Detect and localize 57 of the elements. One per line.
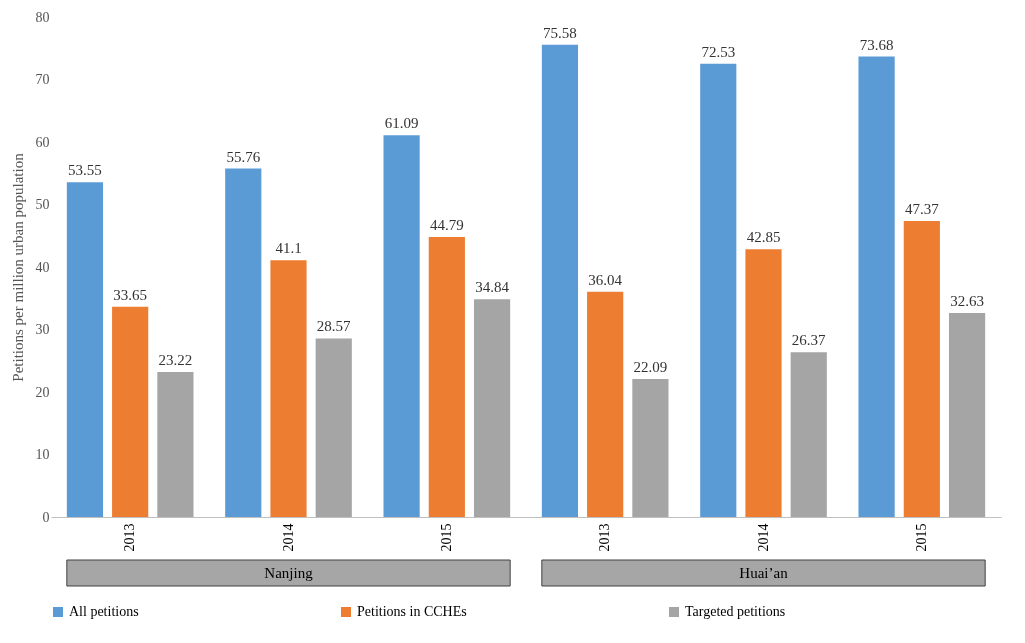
legend-label: Petitions in CCHEs xyxy=(357,604,467,619)
x-tick-label: 2013 xyxy=(122,523,138,552)
y-tick-label: 40 xyxy=(35,259,50,275)
data-label: 33.65 xyxy=(113,286,148,303)
bar xyxy=(383,135,420,517)
bar xyxy=(903,220,940,517)
data-label: 44.79 xyxy=(429,217,464,234)
x-tick-label: 2015 xyxy=(438,523,454,552)
x-tick-label: 2013 xyxy=(597,523,613,552)
legend-label: Targeted petitions xyxy=(685,604,786,619)
x-tick-label: 2014 xyxy=(755,523,771,552)
bar xyxy=(428,237,465,517)
bar xyxy=(473,299,511,517)
y-tick-label: 10 xyxy=(35,447,50,462)
y-tick-label: 30 xyxy=(35,322,50,337)
bar xyxy=(270,260,307,517)
bar xyxy=(315,338,352,517)
data-label: 34.84 xyxy=(475,279,510,296)
bar xyxy=(157,371,194,517)
data-label: 53.55 xyxy=(68,162,102,179)
data-label: 61.09 xyxy=(384,115,419,132)
bar xyxy=(632,378,669,517)
bar xyxy=(112,306,149,517)
y-axis-title: Petitions per million urban population xyxy=(9,152,26,382)
bar xyxy=(858,56,895,517)
data-label: 23.22 xyxy=(158,351,193,368)
y-tick-label: 20 xyxy=(35,384,50,400)
data-label: 47.37 xyxy=(904,200,940,217)
data-label: 42.85 xyxy=(746,229,781,246)
y-tick-label: 50 xyxy=(35,197,50,212)
data-label: 73.68 xyxy=(859,36,894,53)
data-label: 41.1 xyxy=(275,240,302,257)
x-tick-label: 2014 xyxy=(280,523,296,552)
data-label: 32.63 xyxy=(950,293,984,310)
data-label: 75.58 xyxy=(543,24,577,41)
y-tick-label: 0 xyxy=(42,509,50,525)
bar xyxy=(700,63,737,517)
y-tick-label: 60 xyxy=(35,134,50,150)
y-tick-label: 80 xyxy=(35,9,50,25)
data-label: 22.09 xyxy=(633,358,668,375)
bar xyxy=(745,249,782,517)
y-tick-label: 70 xyxy=(35,72,50,87)
text: Huai’an xyxy=(739,565,789,581)
text: Nanjing xyxy=(264,565,314,581)
bar xyxy=(790,352,827,517)
bar xyxy=(541,44,579,517)
bar xyxy=(66,182,104,517)
data-label: 36.04 xyxy=(588,271,623,288)
bar xyxy=(225,168,262,517)
legend-label: All petitions xyxy=(69,604,139,619)
x-tick-label: 2015 xyxy=(913,523,929,552)
bar xyxy=(948,313,986,517)
bar xyxy=(587,291,624,517)
data-label: 26.37 xyxy=(791,332,827,349)
data-label: 28.57 xyxy=(316,318,352,335)
data-label: 72.53 xyxy=(701,43,736,60)
data-label: 55.76 xyxy=(226,148,261,165)
